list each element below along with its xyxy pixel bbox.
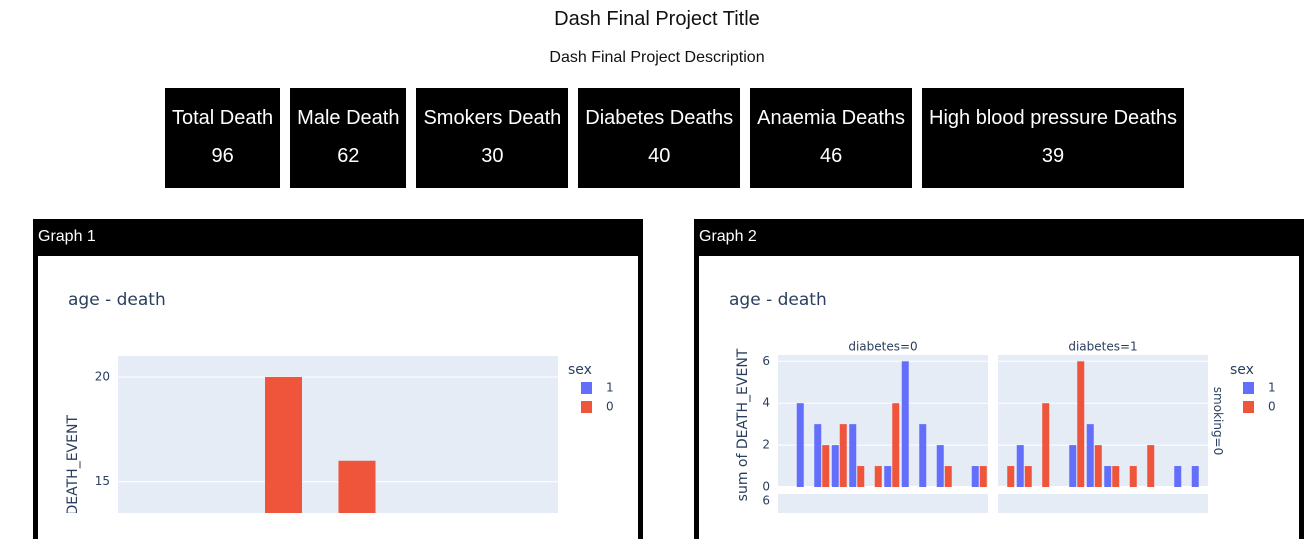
plot-background (778, 494, 988, 513)
stat-value: 40 (648, 145, 671, 167)
stat-card: Male Death 62 (290, 88, 407, 188)
bar (1191, 466, 1199, 487)
bar (936, 445, 944, 487)
legend-swatch (581, 382, 592, 394)
legend-swatch (1243, 382, 1254, 394)
stat-label: Smokers Death (423, 107, 562, 129)
y-tick-label: 6 (762, 354, 770, 368)
stat-card: Total Death 96 (165, 88, 281, 188)
plot-background (118, 356, 558, 513)
y-tick-label: 2 (762, 438, 770, 452)
bar (822, 445, 830, 487)
legend-label: 0 (606, 400, 614, 414)
bar (919, 424, 927, 487)
bar (1069, 445, 1077, 487)
bar (884, 466, 892, 487)
bar (1016, 445, 1024, 487)
bar (979, 466, 987, 487)
bar (1086, 424, 1094, 487)
page: Dash Final Project Title Dash Final Proj… (33, 8, 1304, 539)
stat-card: Smokers Death 30 (416, 88, 569, 188)
stat-label: Diabetes Deaths (585, 107, 734, 129)
y-tick-label: 6 (762, 494, 770, 508)
y-tick-label: 15 (95, 474, 110, 488)
plot-background (778, 355, 988, 487)
stat-label: Anaemia Deaths (757, 107, 906, 129)
bar (857, 466, 865, 487)
bar (971, 466, 979, 487)
bar (839, 424, 847, 487)
bar (1024, 466, 1032, 487)
facet-title: diabetes=1 (1068, 340, 1137, 354)
stat-card: High blood pressure Deaths 39 (922, 88, 1184, 188)
bar (1104, 466, 1112, 487)
bar (892, 403, 900, 487)
bar-segment (338, 460, 376, 513)
bar (814, 424, 822, 487)
y-axis-title: DEATH_EVENT (65, 415, 81, 513)
bar (1077, 361, 1085, 487)
chart-title: age - death (729, 290, 827, 310)
y-axis-title: sum of DEATH_EVENT (735, 348, 751, 501)
bar (1007, 466, 1015, 487)
stat-label: Total Death (172, 107, 274, 129)
legend-swatch (581, 401, 592, 413)
plot-background (998, 355, 1208, 487)
bar (1042, 403, 1050, 487)
bar (831, 445, 839, 487)
stat-label: Male Death (297, 107, 400, 129)
bar (1174, 466, 1182, 487)
y-tick-label: 20 (95, 369, 110, 383)
stat-value: 46 (819, 145, 843, 167)
graph-label: Graph 2 (699, 228, 757, 245)
legend-title: sex (1230, 362, 1254, 378)
y-tick-label: 4 (762, 396, 770, 410)
legend-label: 1 (1268, 381, 1276, 395)
stat-value: 96 (211, 145, 234, 167)
bar (944, 466, 952, 487)
bar (901, 361, 909, 487)
legend-label: 0 (1268, 400, 1276, 414)
bar (1094, 445, 1102, 487)
bar-segment (265, 376, 302, 513)
bar (1147, 445, 1155, 487)
stat-value: 39 (1041, 145, 1065, 167)
page-title: Dash Final Project Title (554, 8, 760, 30)
stat-card: Anaemia Deaths 46 (750, 88, 913, 188)
stat-value: 30 (481, 145, 504, 167)
bar (1112, 466, 1120, 487)
bar (849, 424, 857, 487)
plot-background (998, 494, 1208, 513)
bar (796, 403, 804, 487)
cards: Total Death 96 Male Death 62 Smokers Death 30… (165, 88, 1184, 188)
stat-label: High blood pressure Deaths (929, 107, 1177, 129)
bar (874, 466, 882, 487)
facet-title: diabetes=0 (848, 340, 917, 354)
facet-row-label: smoking=0 (1211, 387, 1225, 455)
graph-label: Graph 1 (38, 228, 96, 245)
page-description: Dash Final Project Description (549, 49, 765, 66)
bar (1129, 466, 1137, 487)
stat-value: 62 (337, 145, 360, 167)
stat-card: Diabetes Deaths 40 (578, 88, 741, 188)
legend-swatch (1243, 401, 1254, 413)
charts: 101520age - deathDEATH_EVENTsex100246dia… (65, 290, 1276, 513)
y-tick-label: 0 (762, 480, 770, 494)
legend-label: 1 (606, 381, 614, 395)
chart-title: age - death (68, 290, 166, 310)
legend-title: sex (568, 362, 592, 378)
